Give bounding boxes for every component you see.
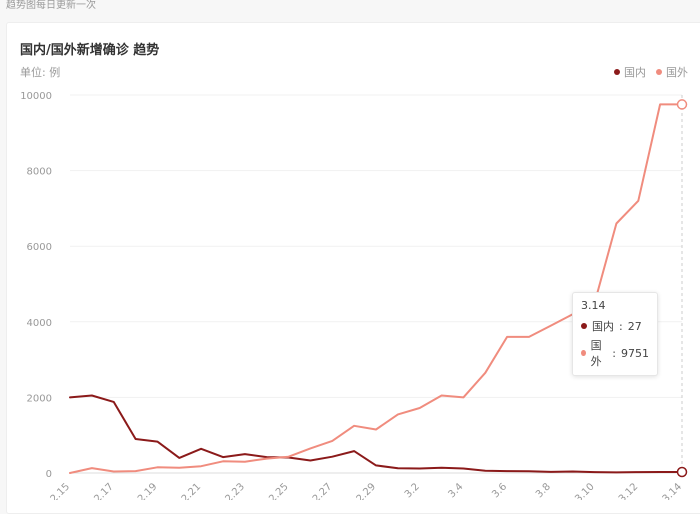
legend-item-domestic[interactable]: 国内 [614, 64, 646, 80]
legend-dot-domestic [614, 69, 620, 75]
tooltip-colon-domestic: : [619, 319, 623, 333]
y-tick-label-6000: 6000 [27, 242, 52, 253]
y-tick-label-4000: 4000 [27, 318, 52, 329]
x-tick-label-2.23: 2.23 [223, 481, 247, 500]
x-tick-label-3.12: 3.12 [617, 481, 641, 500]
line-chart[interactable]: 0 2000 4000 6000 8000 10000 2.15 2.17 2.19 2.21 2.… [0, 0, 700, 500]
x-tick-label-3.10: 3.10 [573, 481, 597, 500]
legend-label-overseas: 国外 [666, 66, 688, 79]
x-tick-label-3.4: 3.4 [447, 481, 466, 500]
legend-dot-overseas [656, 69, 662, 75]
x-tick-label-2.21: 2.21 [180, 481, 204, 500]
tooltip-dot-domestic [581, 323, 587, 329]
y-tick-label-2000: 2000 [27, 393, 52, 404]
tooltip-label-overseas: 国外 [590, 339, 602, 368]
chart-legend: 国内 国外 [614, 64, 688, 80]
tooltip-value-domestic: 27 [627, 319, 642, 333]
x-tick-label-2.25: 2.25 [267, 481, 291, 500]
tooltip-row-domestic: 国内: 27 [581, 318, 649, 334]
chart-tooltip: 3.14 国内: 27 国外: 9751 [572, 292, 658, 376]
series-point-domestic-last [676, 466, 688, 478]
chart-title: 国内/国外新增确诊 趋势 [20, 43, 160, 58]
series-line-overseas [69, 103, 683, 474]
update-note: 趋势图每日更新一次 [6, 0, 96, 11]
y-tick-label-8000: 8000 [27, 167, 52, 178]
tooltip-colon-overseas: : [612, 346, 616, 360]
x-tick-label-2.15: 2.15 [49, 481, 73, 500]
x-tick-label-2.19: 2.19 [136, 481, 160, 500]
chart-card: 国内/国外新增确诊 趋势 单位: 例 国内 国外 [6, 22, 700, 514]
tooltip-title: 3.14 [581, 299, 606, 312]
tooltip-dot-overseas [581, 350, 586, 356]
x-tick-label-3.2: 3.2 [403, 481, 422, 500]
series-line-domestic [69, 394, 683, 474]
unit-label: 单位: 例 [20, 66, 61, 79]
x-tick-label-2.29: 2.29 [355, 481, 379, 500]
y-tick-label-10000: 10000 [20, 91, 52, 102]
tooltip-label-domestic: 国内 [592, 320, 614, 333]
tooltip-row-overseas: 国外: 9751 [581, 337, 649, 369]
legend-item-overseas[interactable]: 国外 [656, 64, 688, 80]
series-point-overseas-last [676, 99, 688, 110]
y-tick-label-0: 0 [46, 469, 52, 480]
x-tick-label-3.8: 3.8 [534, 481, 553, 500]
x-tick-label-2.27: 2.27 [311, 481, 335, 500]
x-tick-label-3.14: 3.14 [661, 481, 685, 500]
tooltip-value-overseas: 9751 [621, 346, 649, 360]
legend-label-domestic: 国内 [624, 66, 646, 79]
x-tick-label-2.17: 2.17 [92, 481, 116, 500]
x-tick-label-3.6: 3.6 [490, 481, 509, 500]
